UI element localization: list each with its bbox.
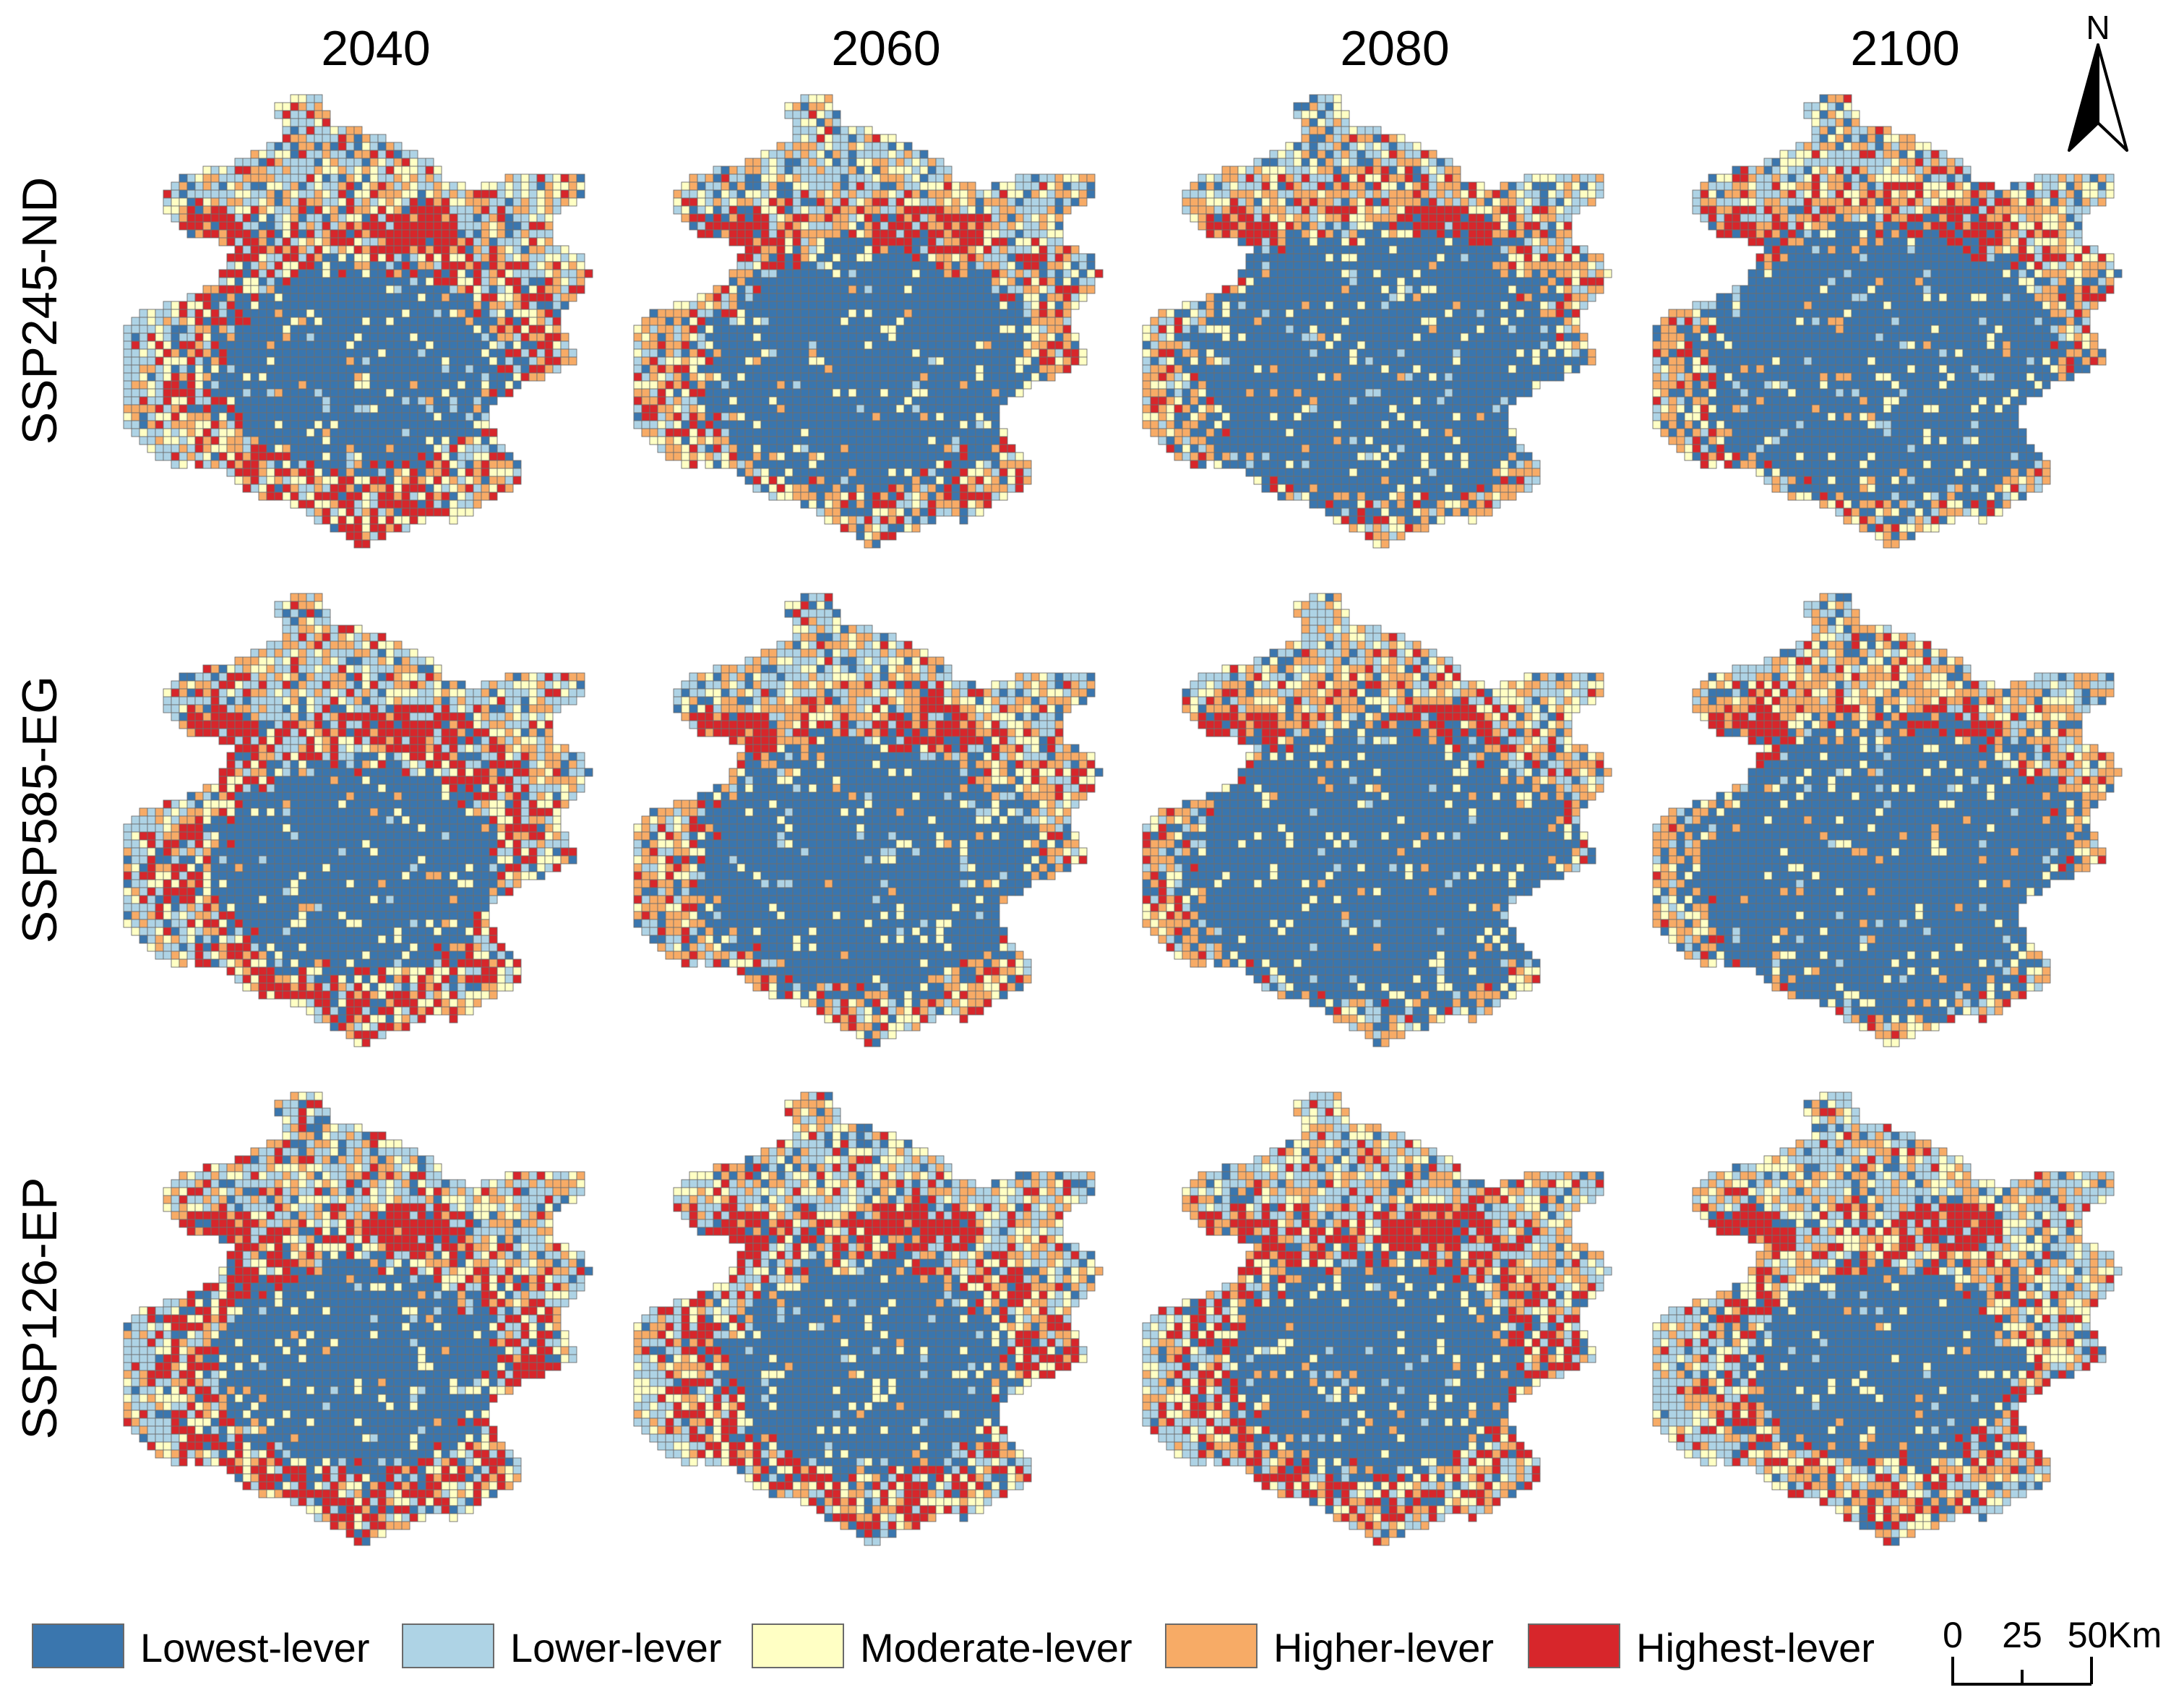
legend-swatch-lowest <box>32 1623 124 1668</box>
grid-map <box>1652 593 2123 1047</box>
legend-swatch-higher <box>1165 1623 1257 1668</box>
map-panel-ssp126-ep-2100 <box>1638 1077 2158 1569</box>
legend-label-lower: Lower-lever <box>510 1619 722 1677</box>
map-panel-ssp585-eg-2100 <box>1638 578 2158 1070</box>
grid-map <box>1142 1091 1612 1546</box>
scale-label-0: 0 <box>1943 1613 1963 1657</box>
legend-swatch-lower <box>402 1623 494 1668</box>
north-arrow-icon <box>2068 43 2128 152</box>
north-arrow: N <box>2058 9 2138 153</box>
map-panel-ssp245-nd-2060 <box>619 80 1139 571</box>
map-panel-ssp245-nd-2040 <box>108 80 629 571</box>
legend-label-highest: Highest-lever <box>1636 1619 1875 1677</box>
grid-map <box>123 593 593 1047</box>
column-label-2040: 2040 <box>267 16 484 81</box>
legend-label-moderate: Moderate-lever <box>860 1619 1132 1677</box>
map-panel-ssp585-eg-2040 <box>108 578 629 1070</box>
legend-swatch-moderate <box>752 1623 844 1668</box>
scale-bar-line <box>1951 1657 2093 1686</box>
scale-label-50: 50Km <box>2068 1613 2162 1657</box>
legend-label-higher: Higher-lever <box>1273 1619 1494 1677</box>
column-label-2080: 2080 <box>1286 16 1503 81</box>
legend-swatch-highest <box>1528 1623 1620 1668</box>
scale-label-25: 25 <box>2002 1613 2042 1657</box>
row-label-ssp245-nd: SSP245-ND <box>0 80 79 542</box>
scale-bar: 0 25 50Km <box>1908 1613 2168 1693</box>
map-panel-ssp126-ep-2040 <box>108 1077 629 1569</box>
column-label-2060: 2060 <box>778 16 994 81</box>
grid-map <box>633 1091 1104 1546</box>
legend-label-lowest: Lowest-lever <box>140 1619 369 1677</box>
grid-map <box>633 94 1104 549</box>
grid-map <box>1652 94 2123 549</box>
map-panel-ssp126-ep-2060 <box>619 1077 1139 1569</box>
grid-map <box>633 593 1104 1047</box>
grid-map <box>123 94 593 549</box>
map-panel-ssp585-eg-2060 <box>619 578 1139 1070</box>
row-label-ssp126-ep: SSP126-EP <box>0 1077 79 1540</box>
column-label-2100: 2100 <box>1797 16 2013 81</box>
grid-map <box>1652 1091 2123 1546</box>
map-panel-ssp126-ep-2080 <box>1127 1077 1648 1569</box>
north-label: N <box>2058 9 2138 46</box>
grid-map <box>1142 94 1612 549</box>
row-label-ssp585-eg: SSP585-EG <box>0 578 79 1041</box>
map-panel-ssp585-eg-2080 <box>1127 578 1648 1070</box>
map-panel-ssp245-nd-2100 <box>1638 80 2158 571</box>
map-panel-ssp245-nd-2080 <box>1127 80 1648 571</box>
grid-map <box>123 1091 593 1546</box>
grid-map <box>1142 593 1612 1047</box>
